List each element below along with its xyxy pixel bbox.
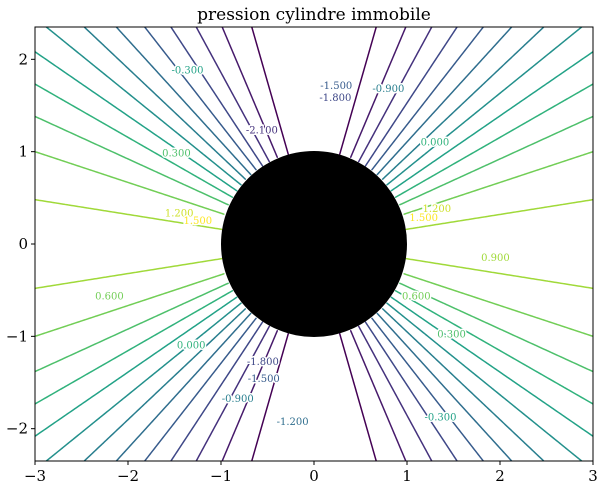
x-tick-label: 0 xyxy=(309,467,319,485)
contour-label-layer: -0.300 -0.300 0.300 0.300 0.600 0.600 0.900 0.0… xyxy=(94,64,512,430)
contour-label: -0.900 xyxy=(372,84,404,95)
contour-label: -1.500 xyxy=(248,374,280,385)
contour-line xyxy=(45,27,583,461)
contour-label: 0.300 xyxy=(437,330,466,341)
contour-label: 0.000 xyxy=(421,137,450,148)
contour-layer xyxy=(35,27,593,461)
chart-title: pression cylindre immobile xyxy=(197,5,431,25)
contour-line xyxy=(35,83,593,405)
contour-label: -0.300 xyxy=(424,413,456,424)
contour-label: 1.200 xyxy=(422,204,451,215)
y-tick-label: 1 xyxy=(18,143,28,161)
x-tick-label: 2 xyxy=(495,467,505,485)
y-tick-label: 2 xyxy=(18,50,28,68)
x-tick-label: −3 xyxy=(24,467,46,485)
contour-label: 0.300 xyxy=(162,149,191,160)
contour-label: -0.300 xyxy=(171,65,203,76)
contour-line xyxy=(143,27,485,461)
x-tick-label: 1 xyxy=(402,467,412,485)
contour-label: 0.600 xyxy=(95,292,124,303)
contour-label: 1.500 xyxy=(183,216,212,227)
contour-label: 0.900 xyxy=(481,253,510,264)
contour-line xyxy=(195,27,433,461)
contour-label: -1.500 xyxy=(320,81,352,92)
y-tick-label: −1 xyxy=(6,327,28,345)
contour-line xyxy=(35,115,593,373)
y-tick-label: 0 xyxy=(18,235,28,253)
contour-label: 0.600 xyxy=(402,292,431,303)
y-tick-label: −2 xyxy=(6,420,28,438)
cylinder-disk xyxy=(221,151,407,337)
contour-label: -2.100 xyxy=(246,125,278,136)
contour-label: -1.200 xyxy=(277,417,309,428)
contour-label: 0.000 xyxy=(177,341,206,352)
contour-line xyxy=(35,51,593,437)
contour-line xyxy=(221,27,407,461)
contour-label: 1.200 xyxy=(165,209,194,220)
contour-label: 1.500 xyxy=(409,213,438,224)
x-tick-label: −1 xyxy=(210,467,232,485)
contour-line xyxy=(251,27,377,461)
x-tick-label: −2 xyxy=(117,467,139,485)
contour-line xyxy=(35,150,593,338)
axis-ticks: −3 −2 −1 0 1 2 3 −2 −1 0 1 2 xyxy=(6,50,598,485)
contour-line xyxy=(170,27,458,461)
x-tick-label: 3 xyxy=(588,467,598,485)
contour-label: -1.800 xyxy=(319,93,351,104)
contour-label: -1.800 xyxy=(247,357,279,368)
contour-label: -0.900 xyxy=(222,394,254,405)
contour-line xyxy=(35,198,593,290)
